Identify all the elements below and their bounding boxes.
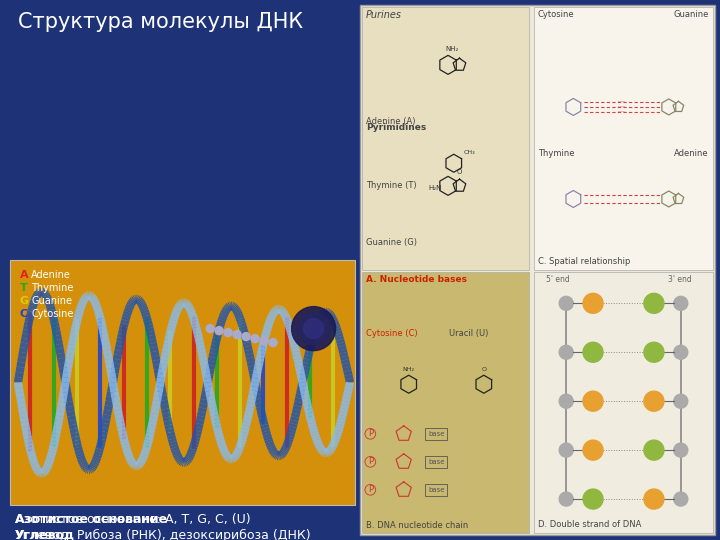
Circle shape <box>559 296 573 310</box>
Text: base: base <box>428 487 445 493</box>
Bar <box>426 456 447 468</box>
Text: 5' end: 5' end <box>546 275 570 284</box>
Text: Азотистое основание: A, T, G, C, (U): Азотистое основание: A, T, G, C, (U) <box>15 513 251 526</box>
Text: Cytosine: Cytosine <box>31 309 73 319</box>
Circle shape <box>583 293 603 313</box>
Text: Cytosine (C): Cytosine (C) <box>366 329 418 339</box>
Text: base: base <box>428 459 445 465</box>
Circle shape <box>674 296 688 310</box>
Bar <box>534 272 713 533</box>
Text: P: P <box>368 429 373 438</box>
Text: C: C <box>20 309 28 319</box>
Text: Азотистое основание: Азотистое основание <box>15 513 167 526</box>
Bar <box>362 272 529 533</box>
Bar <box>362 7 529 270</box>
Text: O: O <box>481 367 486 372</box>
Text: B. DNA nucleotide chain: B. DNA nucleotide chain <box>366 521 468 530</box>
Circle shape <box>242 333 250 341</box>
Text: Thymine: Thymine <box>31 283 73 293</box>
Text: Guanine: Guanine <box>674 10 709 19</box>
Circle shape <box>644 489 664 509</box>
Text: O: O <box>457 169 462 175</box>
Bar <box>534 7 713 270</box>
Bar <box>426 428 447 440</box>
Text: T: T <box>20 283 28 293</box>
Text: A: A <box>20 270 29 280</box>
Text: Углевод: Углевод <box>15 529 75 540</box>
Text: H₂N: H₂N <box>428 185 442 191</box>
Text: ----: ---- <box>618 104 626 110</box>
Circle shape <box>583 342 603 362</box>
Circle shape <box>644 440 664 460</box>
Text: Uracil (U): Uracil (U) <box>449 329 488 339</box>
Text: NH₂: NH₂ <box>445 46 459 52</box>
Text: A. Nucleotide bases: A. Nucleotide bases <box>366 275 467 284</box>
Text: CH₃: CH₃ <box>464 150 475 155</box>
Text: Углевод: Рибоза (РНК), дезоксирибоза (ДНК): Углевод: Рибоза (РНК), дезоксирибоза (ДН… <box>15 529 310 540</box>
Text: 3' end: 3' end <box>668 275 692 284</box>
Text: NH₂: NH₂ <box>402 367 415 372</box>
Circle shape <box>206 325 214 333</box>
Circle shape <box>251 335 259 342</box>
Text: Purines: Purines <box>366 10 402 20</box>
Circle shape <box>644 342 664 362</box>
Circle shape <box>297 313 330 345</box>
Circle shape <box>674 394 688 408</box>
Bar <box>10 260 355 505</box>
Circle shape <box>674 492 688 506</box>
Circle shape <box>559 443 573 457</box>
Bar <box>360 5 715 535</box>
Circle shape <box>269 339 277 347</box>
Text: D. Double strand of DNA: D. Double strand of DNA <box>538 520 642 529</box>
Circle shape <box>559 394 573 408</box>
Text: P: P <box>368 457 373 467</box>
Circle shape <box>215 327 223 335</box>
Text: Adenine: Adenine <box>675 149 709 158</box>
Circle shape <box>644 391 664 411</box>
Text: ----: ---- <box>618 99 626 104</box>
Text: Структура молекулы ДНК: Структура молекулы ДНК <box>18 12 303 32</box>
Text: Cytosine: Cytosine <box>538 10 575 19</box>
Text: Adenine (A): Adenine (A) <box>366 118 415 126</box>
Circle shape <box>583 391 603 411</box>
Circle shape <box>674 345 688 359</box>
Circle shape <box>260 336 268 345</box>
Text: Adenine: Adenine <box>31 270 71 280</box>
Bar <box>426 484 447 496</box>
Text: Pyrimidines: Pyrimidines <box>366 123 426 132</box>
Circle shape <box>644 293 664 313</box>
Circle shape <box>583 440 603 460</box>
Text: base: base <box>428 431 445 437</box>
Circle shape <box>292 307 336 350</box>
Text: Thymine (T): Thymine (T) <box>366 180 417 190</box>
Circle shape <box>583 489 603 509</box>
Circle shape <box>559 492 573 506</box>
Text: ----: ---- <box>618 110 626 114</box>
Circle shape <box>224 329 232 336</box>
Circle shape <box>304 319 323 339</box>
Text: P: P <box>368 485 373 494</box>
Circle shape <box>233 330 241 339</box>
Circle shape <box>559 345 573 359</box>
Text: Thymine: Thymine <box>538 149 575 158</box>
Circle shape <box>674 443 688 457</box>
Text: C. Spatial relationship: C. Spatial relationship <box>538 257 630 266</box>
Text: Guanine: Guanine <box>31 296 72 306</box>
Text: G: G <box>20 296 29 306</box>
Text: Guanine (G): Guanine (G) <box>366 239 417 247</box>
